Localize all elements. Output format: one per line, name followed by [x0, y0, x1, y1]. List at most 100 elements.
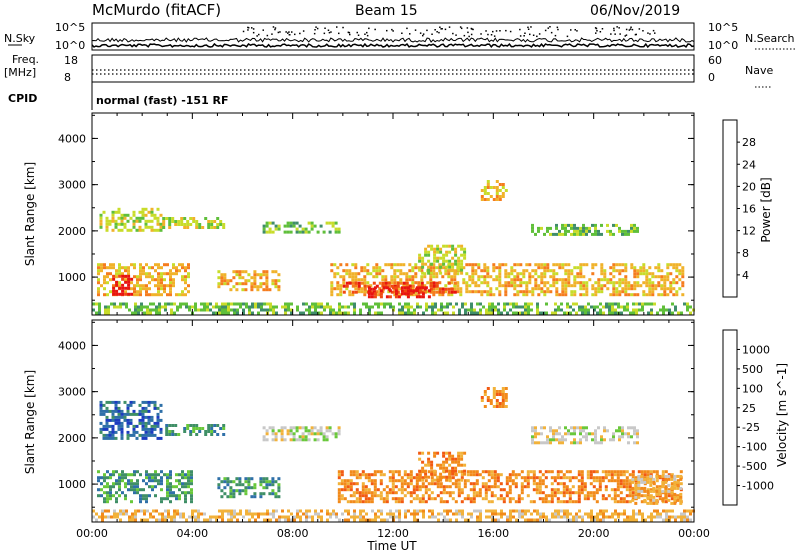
data-cell [637, 486, 641, 490]
data-cell [619, 470, 623, 474]
data-cell [367, 497, 371, 501]
data-cell [422, 311, 425, 315]
data-cell [269, 518, 272, 522]
data-cell [635, 518, 638, 522]
data-cell [649, 474, 653, 478]
data-cell [416, 518, 419, 522]
data-cell [636, 226, 639, 230]
data-cell [334, 221, 338, 225]
data-cell [630, 223, 633, 227]
data-cell [666, 287, 670, 291]
data-cell [399, 269, 403, 273]
nsky-dot [426, 29, 428, 32]
data-cell [184, 473, 187, 477]
data-cell [603, 284, 607, 288]
data-cell [409, 494, 413, 498]
data-cell [112, 470, 115, 474]
data-cell [154, 479, 157, 483]
nsky-dot [357, 34, 360, 36]
data-cell [397, 470, 401, 474]
data-cell [129, 433, 133, 437]
data-cell [460, 463, 464, 467]
data-cell [559, 491, 563, 495]
data-cell [595, 500, 599, 504]
data-cell [594, 287, 598, 291]
data-cell [393, 263, 397, 267]
data-cell [564, 438, 567, 442]
data-cell [540, 275, 544, 279]
data-cell [618, 226, 621, 230]
data-cell [654, 284, 658, 288]
nsky-dot [366, 31, 368, 34]
nsky-dot [391, 28, 393, 31]
data-cell [411, 275, 415, 279]
data-cell [163, 287, 166, 291]
data-cell [144, 406, 148, 410]
data-cell [460, 268, 464, 272]
data-cell [421, 286, 425, 290]
data-cell [271, 282, 275, 286]
data-cell [607, 470, 611, 474]
data-cell [97, 266, 100, 270]
data-cell [169, 281, 172, 285]
data-cell [153, 403, 157, 407]
data-cell [262, 492, 266, 496]
data-cell [125, 509, 128, 513]
data-cell [401, 311, 404, 315]
data-cell [99, 409, 103, 413]
data-cell [498, 278, 502, 282]
data-cell [124, 266, 127, 270]
data-cell [572, 515, 575, 519]
data-cell [500, 512, 503, 516]
data-cell [507, 284, 511, 288]
data-cell [663, 293, 667, 297]
data-cell [683, 509, 686, 513]
data-cell [129, 228, 133, 232]
data-cell [394, 292, 398, 296]
data-cell [619, 473, 623, 477]
data-cell [367, 286, 371, 290]
data-cell [160, 470, 163, 474]
data-cell [433, 253, 437, 257]
data-cell [613, 494, 617, 498]
nsky-dot [288, 34, 291, 36]
data-cell [457, 494, 461, 498]
data-cell [490, 473, 494, 477]
data-cell [483, 278, 487, 282]
data-cell [461, 305, 464, 309]
data-cell [679, 482, 683, 486]
data-cell [387, 281, 391, 285]
data-cell [579, 266, 583, 270]
data-cell [156, 207, 160, 211]
data-cell [97, 272, 100, 276]
data-cell [120, 430, 124, 434]
data-cell [681, 266, 685, 270]
data-cell [498, 390, 502, 393]
data-cell [97, 476, 100, 480]
data-cell [511, 473, 515, 477]
data-cell [360, 287, 364, 291]
data-cell [141, 427, 145, 431]
data-cell [358, 476, 362, 480]
nsky-dot [439, 26, 441, 28]
data-cell [539, 311, 542, 315]
data-cell [244, 492, 248, 496]
data-cell [124, 497, 127, 501]
data-cell [190, 473, 193, 477]
data-cell [442, 463, 446, 467]
data-cell [301, 432, 305, 436]
data-cell [238, 273, 242, 277]
data-cell [445, 485, 449, 489]
data-cell [175, 494, 178, 498]
data-cell [334, 227, 338, 231]
data-cell [412, 476, 416, 480]
data-cell [296, 509, 299, 513]
data-cell [579, 281, 583, 285]
data-cell [207, 226, 211, 229]
data-cell [377, 305, 380, 309]
data-cell [390, 290, 394, 294]
data-cell [274, 285, 278, 289]
data-cell [367, 473, 371, 477]
nsky-dot [574, 29, 576, 31]
data-cell [531, 290, 535, 294]
